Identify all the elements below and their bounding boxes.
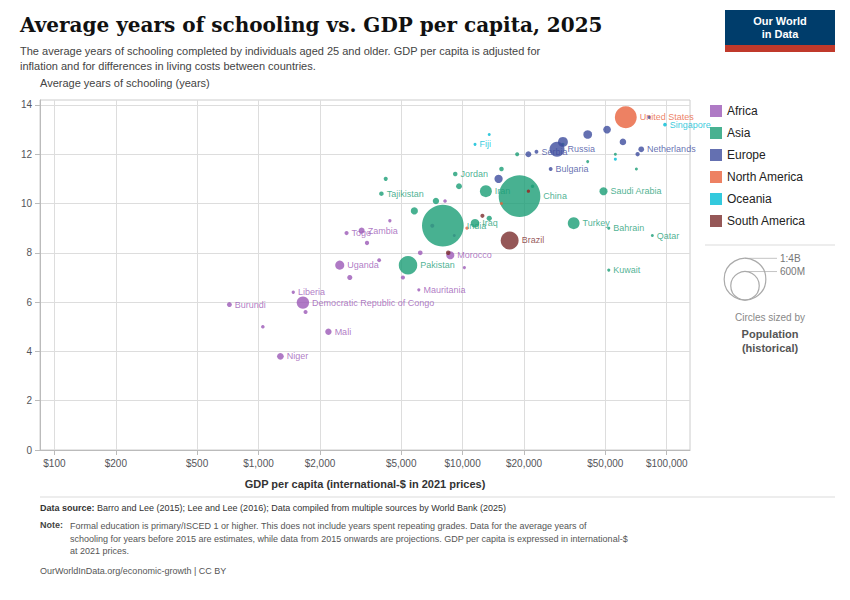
svg-text:Iran: Iran <box>495 186 511 196</box>
svg-text:India: India <box>466 220 487 231</box>
svg-text:Average years of schooling vs.: Average years of schooling vs. GDP per c… <box>19 13 602 37</box>
svg-text:South America: South America <box>727 214 805 228</box>
svg-text:Russia: Russia <box>568 144 596 154</box>
svg-text:600M: 600M <box>780 266 805 277</box>
svg-text:Serbia: Serbia <box>541 147 567 157</box>
svg-text:Kuwait: Kuwait <box>613 265 641 275</box>
svg-text:GDP per capita (international-: GDP per capita (international-$ in 2021 … <box>245 478 486 490</box>
svg-text:2: 2 <box>26 395 32 406</box>
svg-text:Saudi Arabia: Saudi Arabia <box>611 186 662 196</box>
svg-text:$100: $100 <box>43 458 66 469</box>
svg-text:Bulgaria: Bulgaria <box>556 164 589 174</box>
svg-text:$50,000: $50,000 <box>587 458 624 469</box>
svg-text:12: 12 <box>21 149 33 160</box>
svg-text:Brazil: Brazil <box>522 235 545 245</box>
svg-text:Formal education is primary/IS: Formal education is primary/ISCED 1 or h… <box>70 521 587 531</box>
svg-text:The average years of schooling: The average years of schooling completed… <box>20 45 541 57</box>
svg-text:Jordan: Jordan <box>460 169 488 179</box>
svg-text:$10,000: $10,000 <box>445 458 482 469</box>
svg-text:Oceania: Oceania <box>727 192 772 206</box>
svg-text:Niger: Niger <box>287 351 309 361</box>
svg-text:Uganda: Uganda <box>347 260 379 270</box>
svg-text:10: 10 <box>21 198 33 209</box>
svg-text:Fiji: Fiji <box>480 139 492 149</box>
svg-text:8: 8 <box>26 247 32 258</box>
svg-text:Iraq: Iraq <box>482 218 498 228</box>
svg-text:Turkey: Turkey <box>583 218 611 228</box>
svg-text:inflation and for differences: inflation and for differences in living … <box>20 60 316 72</box>
svg-text:in Data: in Data <box>762 28 800 40</box>
svg-text:Asia: Asia <box>727 126 751 140</box>
svg-text:Netherlands: Netherlands <box>647 144 696 154</box>
svg-text:China: China <box>543 191 567 201</box>
svg-text:Note:: Note: <box>40 520 63 530</box>
svg-text:Population: Population <box>742 328 799 340</box>
svg-text:14: 14 <box>21 99 33 110</box>
svg-text:Mauritania: Mauritania <box>423 285 465 295</box>
svg-text:Average years of schooling (ye: Average years of schooling (years) <box>40 77 210 89</box>
svg-text:Tajikistan: Tajikistan <box>387 189 424 199</box>
svg-text:Europe: Europe <box>727 148 766 162</box>
svg-text:at 2021 prices.: at 2021 prices. <box>70 546 129 556</box>
svg-text:$100,000: $100,000 <box>646 458 688 469</box>
svg-text:Our World: Our World <box>753 15 807 27</box>
svg-text:Barro and Lee (2015); Lee and: Barro and Lee (2015); Lee and Lee (2016)… <box>95 503 507 513</box>
svg-text:Togo: Togo <box>351 228 372 239</box>
svg-text:$500: $500 <box>186 458 209 469</box>
svg-text:Democratic Republic of Congo: Democratic Republic of Congo <box>312 298 434 308</box>
svg-text:Singapore: Singapore <box>670 120 711 130</box>
svg-text:4: 4 <box>26 346 32 357</box>
svg-text:Burundi: Burundi <box>235 300 266 310</box>
svg-text:schooling for years before 201: schooling for years before 2015 are esti… <box>70 534 628 544</box>
svg-text:Morocco: Morocco <box>457 250 492 260</box>
svg-text:$200: $200 <box>105 458 128 469</box>
svg-text:Pakistan: Pakistan <box>420 260 455 270</box>
svg-text:$20,000: $20,000 <box>506 458 543 469</box>
svg-text:1:4B: 1:4B <box>780 253 801 264</box>
svg-text:Zambia: Zambia <box>368 226 398 236</box>
svg-text:0: 0 <box>26 445 32 456</box>
svg-text:6: 6 <box>26 297 32 308</box>
svg-text:Bahrain: Bahrain <box>613 223 644 233</box>
svg-text:Mali: Mali <box>335 327 352 337</box>
svg-text:$2,000: $2,000 <box>305 458 336 469</box>
svg-text:OurWorldInData.org/economic-gr: OurWorldInData.org/economic-growth | CC … <box>40 566 226 576</box>
svg-text:Data source:: Data source: <box>40 503 95 513</box>
svg-text:(historical): (historical) <box>742 342 799 354</box>
svg-text:Circles sized by: Circles sized by <box>735 312 805 323</box>
svg-text:Liberia: Liberia <box>298 287 325 297</box>
svg-text:Qatar: Qatar <box>657 231 680 241</box>
svg-text:$1,000: $1,000 <box>243 458 274 469</box>
svg-text:$5,000: $5,000 <box>386 458 417 469</box>
svg-text:Africa: Africa <box>727 104 758 118</box>
svg-text:North America: North America <box>727 170 803 184</box>
svg-text:United States: United States <box>639 112 694 123</box>
